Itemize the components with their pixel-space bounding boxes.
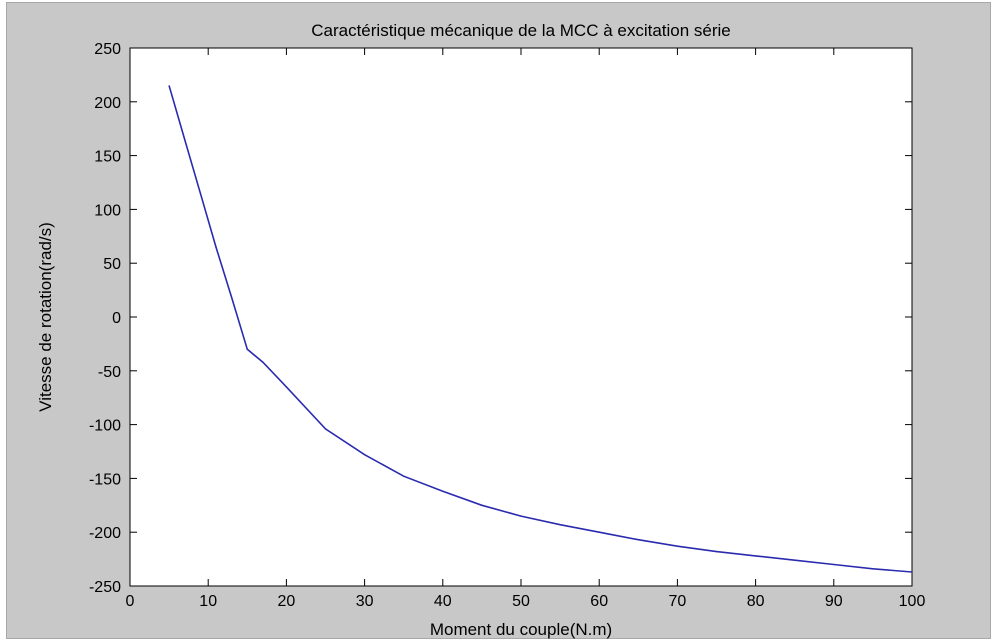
data-point: [215, 246, 217, 248]
data-point: [833, 563, 835, 566]
data-point: [168, 84, 170, 87]
x-tick-label: 20: [278, 593, 296, 610]
data-point: [363, 453, 366, 456]
data-point: [481, 504, 483, 507]
data-point: [442, 490, 444, 493]
data-point: [183, 138, 186, 141]
data-point: [285, 386, 288, 388]
data-point: [872, 567, 874, 570]
y-tick-label: -150: [89, 471, 121, 488]
y-tick-label: -100: [89, 418, 121, 435]
data-point: [598, 531, 600, 533]
data-point: [520, 515, 522, 517]
line-chart: Caractéristique mécanique de la MCC à ex…: [36, 21, 926, 639]
y-tick-label: 250: [94, 41, 121, 58]
data-point: [793, 559, 796, 561]
x-tick-label: 70: [669, 593, 687, 610]
y-tick-label: 100: [94, 202, 121, 219]
y-axis: 250 200 150 100 50 0 -50 -100 -150 -200 -250: [89, 41, 912, 596]
y-tick-label: -200: [89, 525, 121, 542]
data-point: [246, 348, 249, 351]
data-point: [559, 523, 561, 526]
figure-window: Caractéristique mécanique de la MCC à ex…: [6, 2, 991, 639]
x-tick-label: 60: [590, 593, 608, 610]
series-layer: [168, 84, 913, 573]
y-tick-label: 200: [94, 95, 121, 112]
x-tick-label: 90: [825, 593, 843, 610]
y-axis-label: Vitesse de rotation(rad/s): [36, 222, 55, 412]
y-tick-label: 150: [94, 149, 121, 166]
x-tick-label: 40: [434, 593, 452, 610]
data-point: [199, 192, 202, 195]
data-point: [402, 475, 405, 478]
data-point: [911, 571, 913, 573]
x-axis: 0 10 20 30 40 50 60 70 80 90 100: [126, 48, 926, 610]
x-axis-label: Moment du couple(N.m): [430, 620, 612, 639]
data-point: [230, 296, 233, 299]
y-tick-label: -50: [98, 364, 121, 381]
data-point: [262, 361, 264, 363]
data-point: [754, 555, 757, 557]
data-point: [676, 545, 679, 547]
data-point: [637, 538, 640, 541]
chart-title: Caractéristique mécanique de la MCC à ex…: [311, 21, 731, 40]
x-tick-label: 10: [199, 593, 217, 610]
data-point: [715, 550, 718, 553]
y-tick-label: 0: [112, 310, 121, 327]
x-tick-label: 80: [747, 593, 765, 610]
y-tick-label: 50: [103, 256, 121, 273]
plot-area: [129, 47, 913, 587]
series-line: [168, 85, 913, 573]
x-tick-label: 0: [126, 593, 135, 610]
x-tick-label: 100: [899, 593, 926, 610]
x-tick-label: 30: [356, 593, 374, 610]
y-tick-label: -250: [89, 579, 121, 596]
x-tick-label: 50: [512, 593, 530, 610]
data-point: [324, 428, 327, 430]
